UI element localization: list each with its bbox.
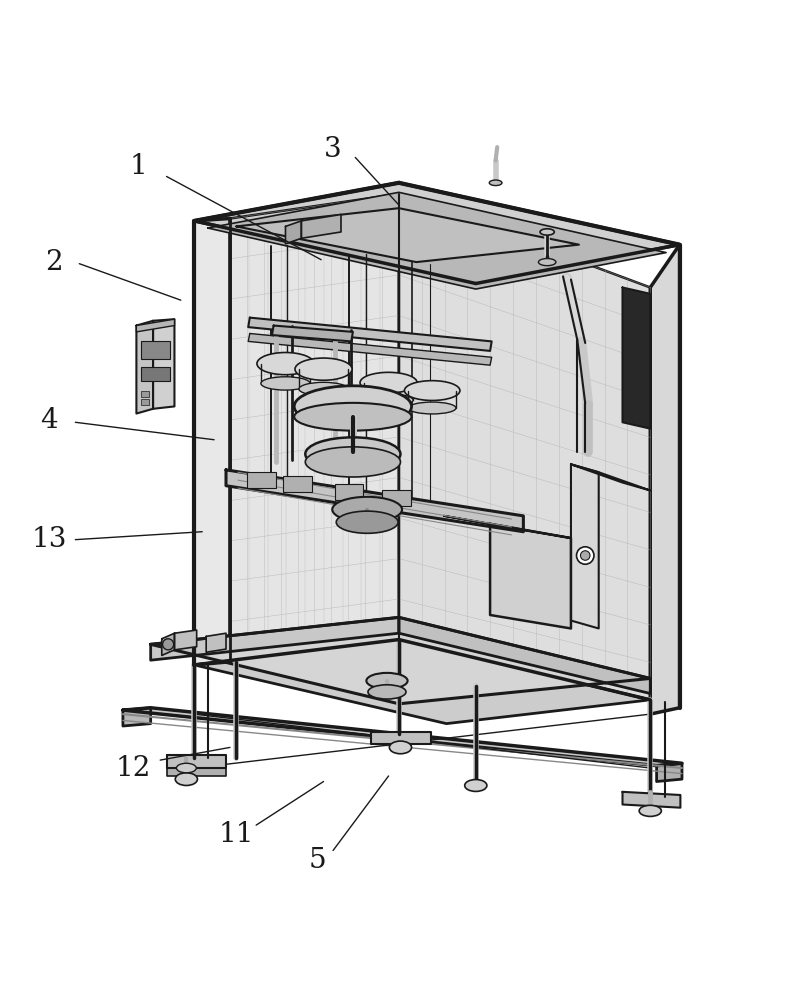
Ellipse shape — [294, 403, 412, 431]
Polygon shape — [371, 732, 431, 744]
Polygon shape — [230, 194, 399, 662]
Polygon shape — [194, 183, 680, 284]
Polygon shape — [650, 245, 680, 714]
Ellipse shape — [538, 259, 556, 266]
Ellipse shape — [364, 394, 413, 406]
Polygon shape — [194, 218, 230, 665]
Polygon shape — [136, 321, 153, 414]
Ellipse shape — [299, 382, 348, 396]
Polygon shape — [236, 208, 579, 262]
Ellipse shape — [257, 353, 314, 375]
Polygon shape — [194, 640, 650, 724]
FancyBboxPatch shape — [141, 341, 170, 359]
Polygon shape — [174, 630, 197, 650]
Polygon shape — [301, 215, 341, 238]
Ellipse shape — [408, 402, 456, 414]
Ellipse shape — [176, 763, 196, 773]
Ellipse shape — [332, 497, 402, 522]
FancyBboxPatch shape — [247, 472, 276, 488]
Ellipse shape — [389, 741, 412, 754]
Polygon shape — [136, 319, 174, 332]
Ellipse shape — [175, 773, 197, 785]
Text: 13: 13 — [32, 526, 67, 553]
Ellipse shape — [305, 437, 400, 471]
Polygon shape — [623, 287, 650, 429]
Polygon shape — [153, 319, 174, 409]
Text: 11: 11 — [219, 821, 254, 848]
Polygon shape — [490, 524, 571, 628]
Ellipse shape — [404, 381, 460, 400]
Text: 2: 2 — [45, 249, 63, 276]
Polygon shape — [657, 763, 682, 782]
Text: 4: 4 — [40, 407, 58, 434]
Polygon shape — [151, 617, 650, 704]
Polygon shape — [248, 333, 492, 365]
Ellipse shape — [540, 229, 554, 235]
Polygon shape — [167, 755, 226, 768]
Text: 1: 1 — [130, 153, 147, 180]
Polygon shape — [623, 792, 680, 808]
Text: 12: 12 — [116, 755, 151, 782]
Polygon shape — [399, 617, 650, 693]
Polygon shape — [272, 326, 353, 341]
Ellipse shape — [294, 386, 412, 427]
Polygon shape — [208, 192, 666, 289]
Ellipse shape — [295, 358, 352, 380]
Polygon shape — [206, 633, 226, 652]
FancyBboxPatch shape — [335, 484, 363, 500]
Polygon shape — [399, 194, 650, 700]
Text: 3: 3 — [324, 136, 342, 163]
FancyBboxPatch shape — [141, 391, 149, 397]
Text: 5: 5 — [308, 847, 326, 874]
Ellipse shape — [163, 639, 174, 650]
Ellipse shape — [489, 180, 502, 186]
Ellipse shape — [261, 377, 310, 390]
Polygon shape — [123, 708, 151, 726]
FancyBboxPatch shape — [141, 367, 170, 381]
Polygon shape — [248, 318, 492, 351]
Ellipse shape — [336, 511, 398, 533]
Polygon shape — [167, 768, 226, 776]
Ellipse shape — [360, 372, 417, 393]
FancyBboxPatch shape — [283, 476, 312, 492]
Ellipse shape — [305, 447, 400, 477]
Polygon shape — [162, 633, 174, 655]
Polygon shape — [226, 470, 523, 532]
Ellipse shape — [580, 551, 590, 560]
Ellipse shape — [366, 673, 408, 689]
Polygon shape — [285, 221, 301, 244]
FancyBboxPatch shape — [141, 399, 149, 405]
Polygon shape — [444, 516, 571, 538]
Polygon shape — [571, 464, 599, 628]
Polygon shape — [571, 464, 650, 490]
Polygon shape — [123, 708, 682, 766]
Polygon shape — [151, 617, 399, 660]
Ellipse shape — [368, 685, 406, 699]
FancyBboxPatch shape — [382, 490, 411, 506]
Ellipse shape — [577, 547, 594, 564]
Ellipse shape — [639, 805, 661, 816]
Ellipse shape — [465, 780, 487, 791]
